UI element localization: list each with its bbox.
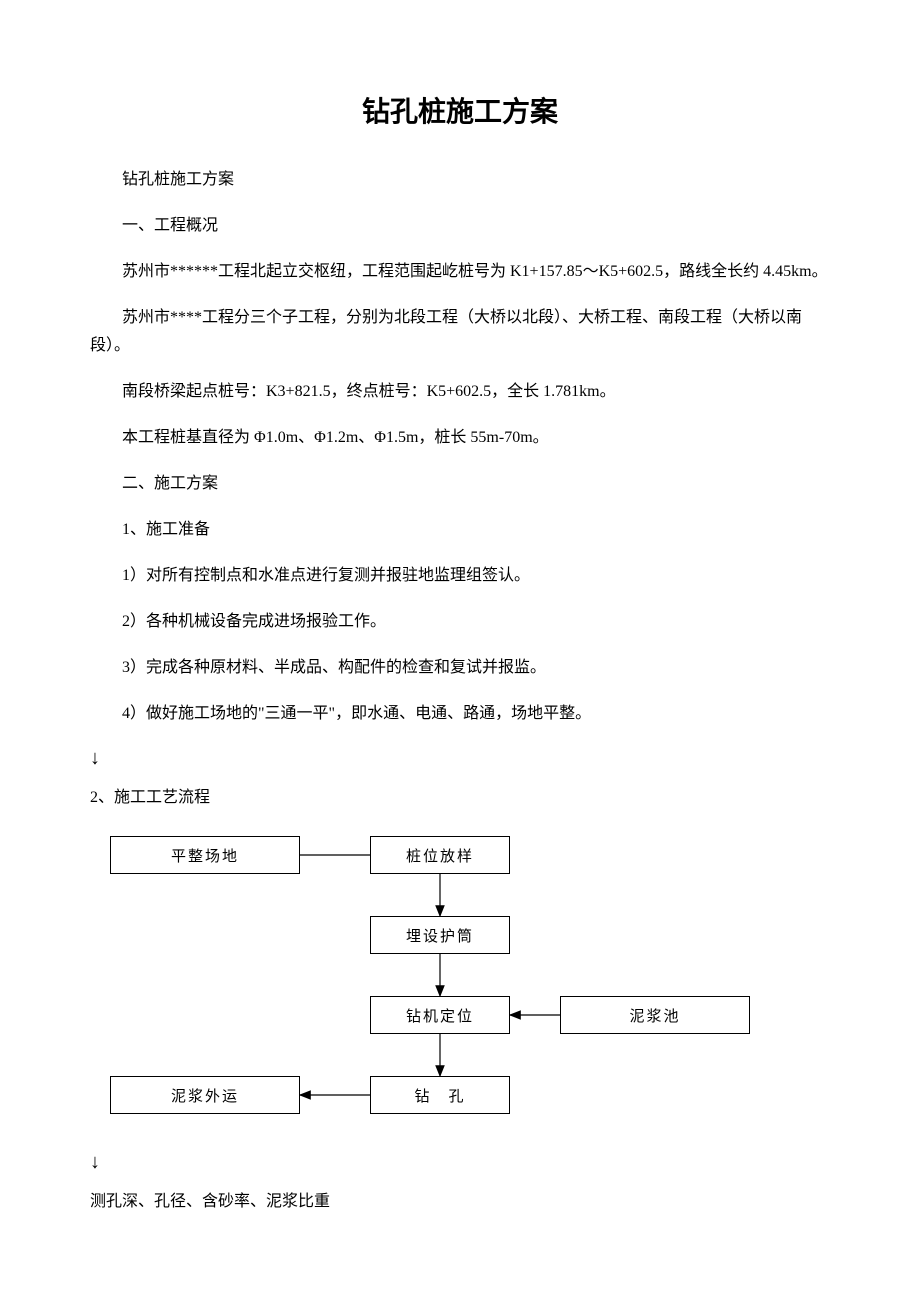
flow-node-n5: 钻 孔 [370, 1076, 510, 1114]
paragraph-sub-1: 1、施工准备 [90, 516, 830, 544]
paragraph-measurement: 测孔深、孔径、含砂率、泥浆比重 [90, 1188, 830, 1216]
paragraph-item-2: 2）各种机械设备完成进场报验工作。 [90, 608, 830, 636]
flow-node-n7: 泥浆外运 [110, 1076, 300, 1114]
paragraph-item-1: 1）对所有控制点和水准点进行复测并报驻地监理组签认。 [90, 562, 830, 590]
paragraph-overview-1: 苏州市******工程北起立交枢纽，工程范围起屹桩号为 K1+157.85～K5… [90, 258, 830, 286]
arrow-down-icon: ↓ [90, 746, 830, 770]
flow-node-n2: 桩位放样 [370, 836, 510, 874]
flow-node-n1: 平整场地 [110, 836, 300, 874]
paragraph-overview-4: 本工程桩基直径为 Φ1.0m、Φ1.2m、Φ1.5m，桩长 55m-70m。 [90, 424, 830, 452]
paragraph-sub-2: 2、施工工艺流程 [90, 784, 830, 812]
flowchart: 平整场地 桩位放样埋设护筒钻机定位钻 孔 泥浆池泥浆外运 [110, 836, 750, 1126]
flow-node-n6: 泥浆池 [560, 996, 750, 1034]
paragraph-item-3: 3）完成各种原材料、半成品、构配件的检查和复试并报监。 [90, 654, 830, 682]
flow-node-n3: 埋设护筒 [370, 916, 510, 954]
paragraph-overview-2: 苏州市****工程分三个子工程，分别为北段工程（大桥以北段）、大桥工程、南段工程… [90, 304, 830, 360]
arrow-down-icon: ↓ [90, 1150, 830, 1174]
flow-node-n4: 钻机定位 [370, 996, 510, 1034]
paragraph-subtitle: 钻孔桩施工方案 [90, 166, 830, 194]
document-title: 钻孔桩施工方案 [90, 90, 830, 130]
section-heading-1: 一、工程概况 [90, 212, 830, 240]
paragraph-overview-3: 南段桥梁起点桩号：K3+821.5，终点桩号：K5+602.5，全长 1.781… [90, 378, 830, 406]
section-heading-2: 二、施工方案 [90, 470, 830, 498]
paragraph-item-4: 4）做好施工场地的"三通一平"，即水通、电通、路通，场地平整。 [90, 700, 830, 728]
